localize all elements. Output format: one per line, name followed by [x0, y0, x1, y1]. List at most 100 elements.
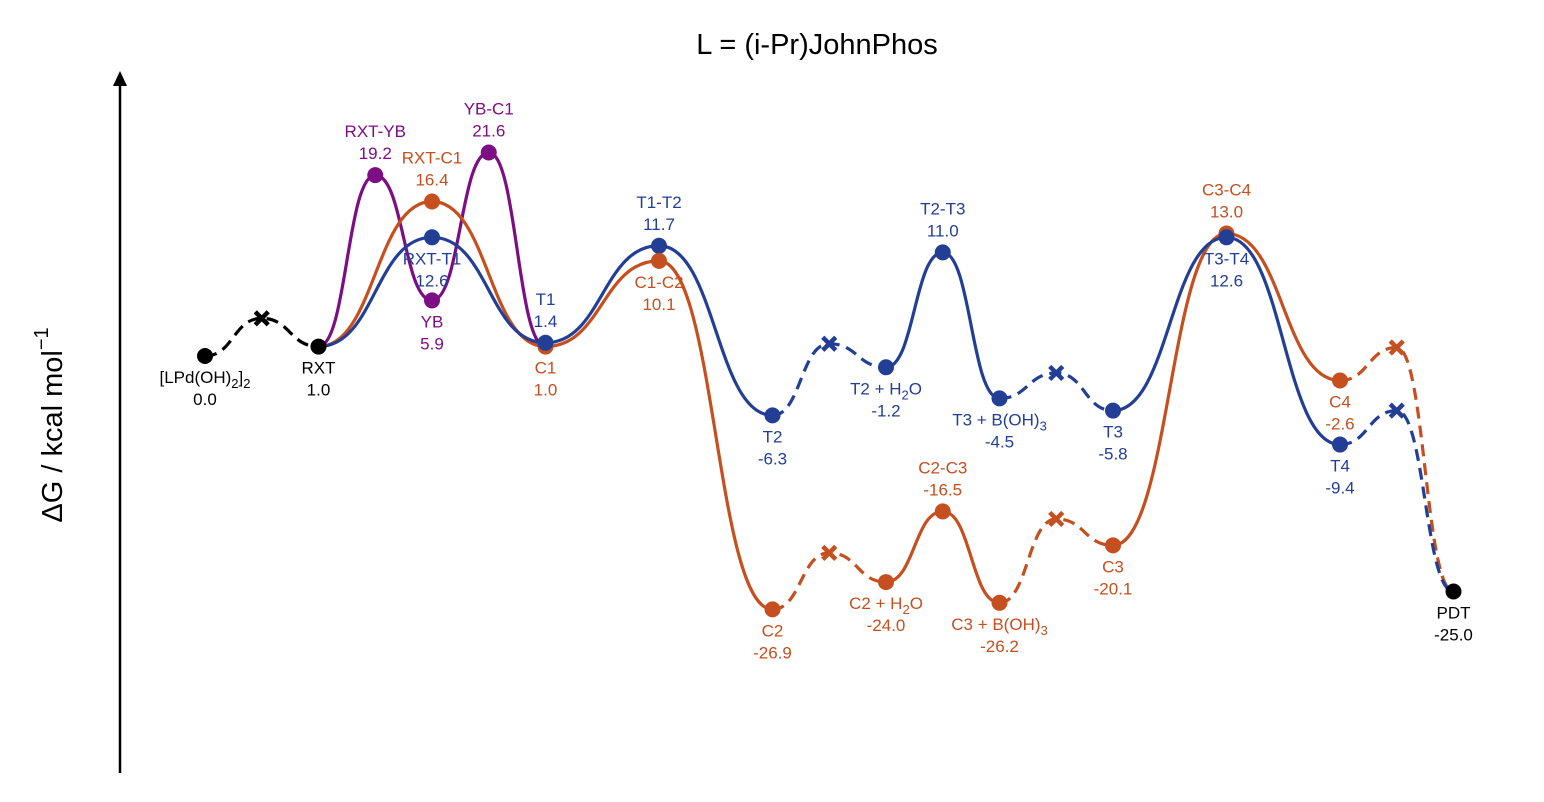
label-name-c1: C1 — [535, 359, 557, 378]
marker-t3boh — [991, 390, 1008, 407]
label-name-c2: C2 — [762, 621, 784, 640]
label-name-c1c2: C1-C2 — [634, 273, 683, 292]
marker-ybc1 — [480, 144, 497, 161]
label-name-c3boh: C3 + B(OH)3 — [951, 615, 1048, 638]
marker-t1 — [537, 334, 554, 351]
marker-t2t3 — [934, 244, 951, 261]
label-name-text: O — [909, 379, 922, 398]
y-axis-arrowhead — [113, 71, 127, 86]
label-value-t2h2o: -1.2 — [871, 401, 900, 420]
label-name-t2: T2 — [763, 427, 783, 446]
label-value-rxtyb: 19.2 — [359, 144, 392, 163]
marker-rxt — [310, 338, 327, 355]
label-name-text: C2 + H — [849, 594, 902, 613]
label-name-c3: C3 — [1102, 557, 1124, 576]
label-name-t3boh: T3 + B(OH)3 — [952, 410, 1047, 433]
label-name-c2h2o: C2 + H2O — [849, 594, 923, 617]
marker-t3 — [1105, 402, 1121, 419]
label-name-c2c3: C2-C3 — [918, 458, 967, 477]
marker-rxtyb — [367, 167, 384, 184]
pathway-line-13 — [1339, 409, 1455, 594]
pathway-line-9 — [999, 371, 1114, 413]
label-name-c3c4: C3-C4 — [1202, 181, 1251, 200]
label-value-t1: 1.4 — [534, 312, 558, 331]
label-value-t4: -9.4 — [1325, 479, 1354, 498]
label-value-t3: -5.8 — [1098, 445, 1127, 464]
label-name-t2t3: T2-T3 — [920, 199, 965, 218]
label-subscript: 2 — [231, 376, 238, 391]
label-subscript: 2 — [243, 376, 250, 391]
marker-pdt — [1445, 583, 1462, 600]
pathway-line-12 — [1339, 345, 1455, 594]
label-value-c1: 1.0 — [534, 381, 558, 400]
data-markers — [197, 144, 1462, 618]
label-name-t3: T3 — [1103, 423, 1123, 442]
label-value-t2: -6.3 — [758, 449, 787, 468]
label-name-ybc1: YB-C1 — [464, 100, 514, 119]
pathway-line-7 — [885, 250, 1000, 400]
label-name-text: C3 + B(OH) — [951, 615, 1040, 634]
label-name-text: ] — [239, 368, 244, 387]
label-name-lpd: [LPd(OH)2]2 — [160, 368, 251, 391]
marker-lpd — [197, 348, 213, 364]
pathway-line-11 — [1112, 235, 1341, 447]
label-subscript: 2 — [902, 387, 909, 402]
label-name-c4: C4 — [1329, 392, 1351, 411]
label-name-text: [LPd(OH) — [160, 368, 232, 387]
label-value-t3boh: -4.5 — [985, 432, 1014, 451]
pathway-line-5 — [772, 342, 887, 417]
label-name-rxt: RXT — [302, 359, 336, 378]
label-name-t4: T4 — [1330, 457, 1350, 476]
label-value-c2h2o: -24.0 — [867, 616, 906, 635]
label-name-text: T2 + H — [850, 379, 902, 398]
pathway-line-2 — [318, 199, 773, 611]
pathway-line-6 — [885, 509, 1000, 605]
label-name-t1t2: T1-T2 — [636, 193, 681, 212]
label-value-rxtt1: 12.6 — [415, 271, 448, 290]
label-subscript: 2 — [902, 602, 909, 617]
label-subscript: 3 — [1040, 418, 1047, 433]
label-value-c3: -20.1 — [1094, 579, 1133, 598]
marker-t3t4 — [1218, 229, 1235, 246]
label-value-ybc1: 21.6 — [472, 122, 505, 141]
label-name-t3t4: T3-T4 — [1204, 249, 1249, 268]
y-axis: ΔG / kcal mol−1 — [31, 71, 127, 773]
label-name-t2h2o: T2 + H2O — [850, 379, 922, 402]
marker-rxtt1 — [424, 229, 440, 246]
label-value-t3t4: 12.6 — [1210, 271, 1243, 290]
label-name-text: O — [910, 594, 923, 613]
label-value-yb: 5.9 — [420, 334, 444, 353]
marker-c3 — [1105, 537, 1121, 554]
pathway-lines — [204, 150, 1455, 611]
marker-t2h2o — [878, 359, 894, 376]
y-axis-label: ΔG / kcal mol−1 — [31, 327, 69, 522]
label-name-yb: YB — [421, 312, 444, 331]
marker-c2h2o — [878, 574, 894, 591]
pathway-line-0 — [204, 316, 319, 358]
marker-t4 — [1332, 436, 1348, 453]
point-labels: [LPd(OH)2]20.0RXT1.0RXT-YB19.2YB5.9YB-C1… — [160, 100, 1473, 663]
marker-t2 — [764, 407, 781, 424]
x-marker-xt4 — [1388, 402, 1405, 419]
marker-t1t2 — [651, 237, 667, 254]
marker-c3boh — [991, 594, 1008, 611]
marker-c2c3 — [934, 503, 951, 520]
label-value-c3c4: 13.0 — [1210, 203, 1243, 222]
marker-c4 — [1332, 372, 1348, 389]
label-name-rxtyb: RXT-YB — [345, 122, 406, 141]
chart-title: L = (i-Pr)JohnPhos — [696, 29, 938, 61]
x-marker-xt2 — [821, 335, 838, 352]
label-subscript: 3 — [1041, 623, 1048, 638]
x-marker-xc4 — [1388, 339, 1405, 356]
label-value-c3boh: -26.2 — [980, 637, 1019, 656]
label-value-t2t3: 11.0 — [927, 221, 959, 240]
label-value-lpd: 0.0 — [193, 390, 217, 409]
x-marker-xt3 — [1048, 364, 1065, 382]
label-value-rxtc1: 16.4 — [415, 171, 448, 190]
x-marker-xk1 — [253, 310, 270, 327]
x-marker-xc2 — [821, 544, 838, 561]
marker-c1c2 — [651, 252, 667, 269]
label-name-pdt: PDT — [1437, 604, 1471, 623]
label-value-c2: -26.9 — [753, 643, 792, 662]
